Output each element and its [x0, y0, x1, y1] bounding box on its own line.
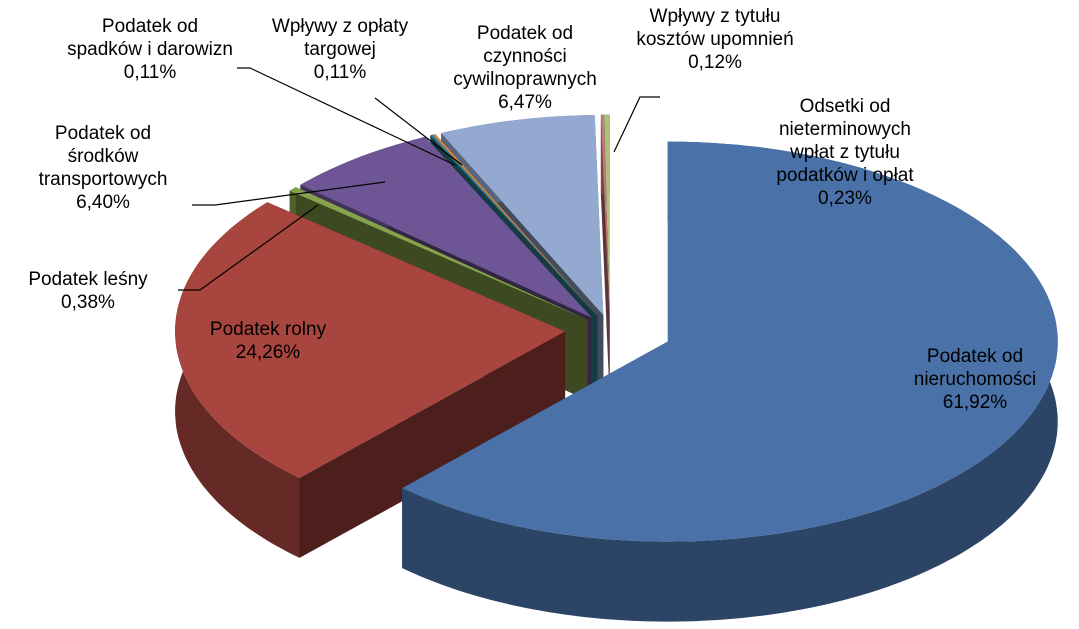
category-label: Podatek rolny — [209, 319, 327, 340]
value-label: 0,12% — [688, 52, 742, 73]
value-label: 0,23% — [818, 188, 872, 209]
leader-line — [237, 67, 456, 166]
value-label: 0,38% — [61, 292, 115, 313]
slice-label: Podatek od środków transportowych 6,40% — [39, 122, 168, 214]
slice — [600, 114, 610, 315]
slice-label: Podatek od czynności cywilnoprawnych 6,47… — [453, 22, 597, 114]
slice-label: Podatek od spadków i darowizn 0,11% — [67, 15, 233, 84]
category-label: Podatek od czynności cywilnoprawnych — [453, 23, 597, 90]
value-label: 61,92% — [942, 392, 1008, 413]
slice — [430, 134, 598, 317]
category-label: Odsetki od nieterminowych wpłat z tytułu… — [776, 96, 914, 186]
category-label: Wpływy z opłaty targowej — [271, 16, 409, 60]
slice — [441, 115, 604, 315]
slice-label: Wpływy z tytułu kosztów upomnień 0,12% — [636, 5, 793, 74]
value-label: 6,47% — [498, 92, 552, 113]
slice-side — [402, 141, 1058, 622]
leader-line — [374, 97, 463, 166]
slice — [175, 202, 566, 478]
slice — [402, 141, 1058, 542]
category-label: Wpływy z tytułu kosztów upomnień — [636, 6, 794, 50]
value-label: 0,11% — [313, 62, 367, 83]
leader-line — [178, 204, 319, 291]
slice — [432, 134, 598, 316]
slice-side — [299, 331, 566, 558]
value-label: 6,40% — [76, 192, 130, 213]
slice-label: Podatek leśny 0,38% — [28, 268, 147, 314]
category-label: Podatek od spadków i darowizn — [67, 16, 233, 60]
slice-label: Podatek rolny 24,26% — [210, 318, 326, 364]
leader-line — [192, 181, 386, 206]
leader-line — [613, 96, 660, 153]
slice-label: Podatek od nieruchomości 61,92% — [914, 345, 1037, 414]
slice-label: Wpływy z opłaty targowej 0,11% — [272, 15, 408, 84]
slice — [604, 114, 610, 315]
category-label: Podatek leśny — [28, 269, 148, 290]
category-label: Podatek od nieruchomości — [913, 346, 1037, 390]
slice — [289, 187, 588, 320]
value-label: 0,11% — [123, 62, 177, 83]
category-label: Podatek od środków transportowych — [38, 123, 168, 190]
slice-label: Odsetki od nieterminowych wpłat z tytułu… — [776, 95, 913, 210]
value-label: 24,26% — [235, 342, 301, 363]
slice — [300, 136, 592, 318]
